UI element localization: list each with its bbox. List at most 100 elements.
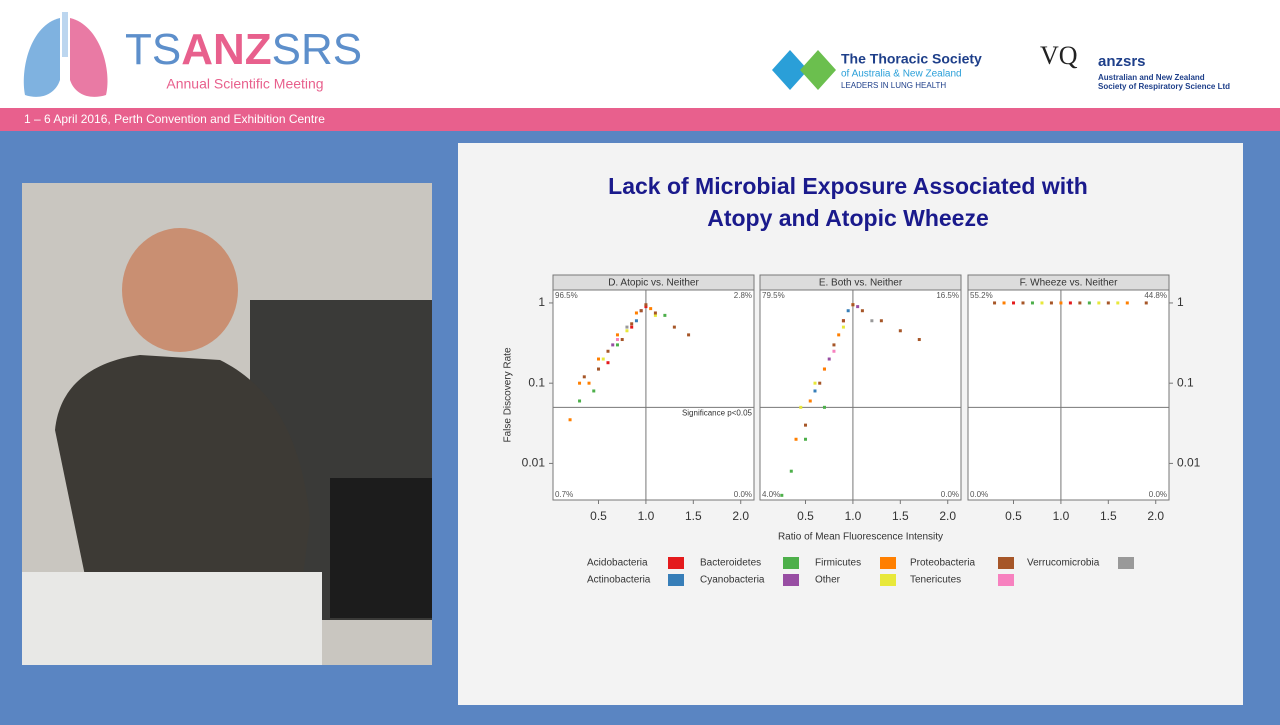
data-point [587,381,591,385]
legend-label: Actinobacteria [587,575,651,586]
data-point [860,309,864,313]
data-point [822,367,826,371]
panel-bg [759,289,962,501]
data-point [846,309,850,313]
data-point [870,319,874,323]
data-point [1012,301,1016,305]
anzsrs-name: anzsrs [1098,53,1146,70]
y-tick-label: 1 [1177,295,1184,309]
significance-label: Significance p<0.05 [682,408,753,417]
data-point [1021,301,1025,305]
legend-label: Acidobacteria [587,558,648,569]
data-point [1144,301,1148,305]
x-tick-label: 1.0 [1053,509,1070,523]
speaker-body [55,355,310,600]
data-point [1002,301,1006,305]
data-point [993,301,997,305]
data-point [827,357,831,361]
y-tick-label: 0.1 [1177,375,1194,389]
data-point [634,319,638,323]
y-axis-label: False Discovery Rate [503,347,514,442]
x-tick-label: 1.5 [1100,509,1117,523]
data-point [630,322,634,326]
data-point [1087,301,1091,305]
data-point [856,305,860,309]
data-point [799,405,803,409]
slide-title: Lack of Microbial Exposure Associated wi… [608,173,1088,199]
data-point [663,313,667,317]
x-tick-label: 1.0 [845,509,862,523]
data-point [592,389,596,393]
data-point [634,311,638,315]
logo-subtitle: Annual Scientific Meeting [166,76,323,92]
panel-bg [552,289,755,501]
data-point [898,329,902,333]
speaker-head [122,228,238,352]
monitor [330,478,432,618]
data-point [813,381,817,385]
panel-strip [759,274,962,291]
data-point [1097,301,1101,305]
lung-right [70,18,108,97]
data-point [1040,301,1044,305]
data-point [639,309,643,313]
data-point [1059,301,1063,305]
quadrant-label: 44.8% [1144,291,1167,300]
quadrant-label: 0.0% [1149,490,1167,499]
data-point [578,399,582,403]
thoracic-mark [772,50,808,90]
data-point [804,437,808,441]
data-point [822,405,826,409]
quadrant-label: 55.2% [970,291,993,300]
panel-title: D. Atopic vs. Neither [608,278,699,289]
legend-label: Other [815,575,841,586]
anzsrs-line1: Australian and New Zealand [1098,73,1205,82]
data-point [841,325,845,329]
x-tick-label: 0.5 [1005,509,1022,523]
anzsrs-mark: VQ [1040,41,1078,70]
data-point [917,338,921,342]
slide-title: Atopy and Atopic Wheeze [707,205,989,231]
legend-swatch [668,557,684,569]
logo-text: TSANZSRS [125,25,362,74]
legend-label: Firmicutes [815,558,861,569]
legend-label: Proteobacteria [910,558,975,569]
panel-title: E. Both vs. Neither [819,278,903,289]
quadrant-label: 0.0% [970,490,988,499]
panel-bg [967,289,1170,501]
data-point [606,349,610,353]
legend-swatch [880,574,896,586]
quadrant-label: 16.5% [936,291,959,300]
y-tick-label: 0.01 [522,456,546,470]
data-point [1116,301,1120,305]
legend-label: Tenericutes [910,575,961,586]
data-point [597,357,601,361]
data-point [837,333,841,337]
data-point [1068,301,1072,305]
quadrant-label: 2.8% [734,291,752,300]
data-point [832,349,836,353]
y-tick-label: 0.1 [528,375,545,389]
y-tick-label: 1 [538,295,545,309]
data-point [625,329,629,333]
data-point [672,325,676,329]
data-point [649,307,653,311]
data-point [804,423,808,427]
quadrant-label: 4.0% [762,490,780,499]
quadrant-label: 0.0% [941,490,959,499]
data-point [1106,301,1110,305]
data-point [780,493,784,497]
thoracic-tagline: LEADERS IN LUNG HEALTH [841,81,946,90]
data-point [644,305,648,309]
banner-text: 1 – 6 April 2016, Perth Convention and E… [24,112,325,126]
data-point [625,325,629,329]
x-tick-label: 2.0 [1147,509,1164,523]
data-point [653,313,657,317]
x-tick-label: 1.0 [638,509,655,523]
x-tick-label: 2.0 [732,509,749,523]
lung-left [23,18,60,97]
data-point [851,303,855,307]
x-tick-label: 0.5 [590,509,607,523]
data-point [653,311,657,315]
